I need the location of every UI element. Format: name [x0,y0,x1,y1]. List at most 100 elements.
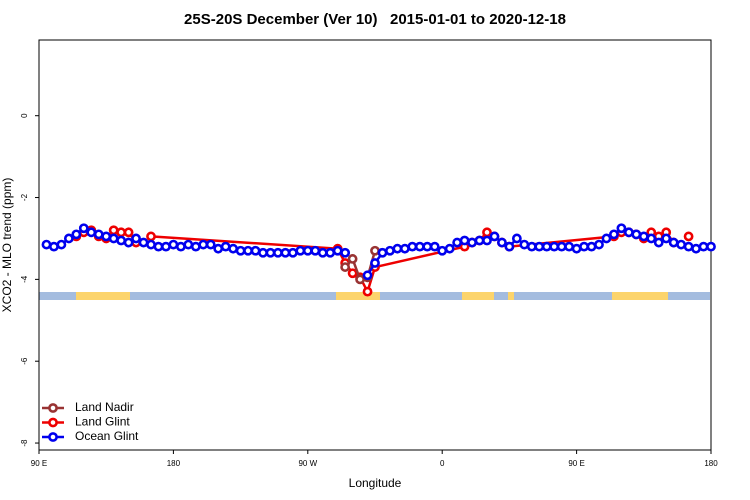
point [511,233,522,244]
point [526,241,537,252]
x-tick-label: 0 [440,459,445,468]
point [631,229,642,240]
point [265,247,276,258]
point [519,239,530,250]
point [213,243,224,254]
point [467,237,477,248]
point [302,245,313,256]
point [362,286,373,297]
legend-label: Ocean Glint [75,429,139,443]
land-ocean-strip [39,292,710,300]
point [437,245,448,256]
legend-label: Land Glint [75,415,130,429]
point [325,247,336,258]
point [683,241,694,252]
point [280,247,291,258]
land-region [508,292,514,300]
point [273,247,283,258]
point [116,235,127,246]
point [101,231,112,242]
point [444,243,455,254]
point [108,225,119,236]
point [564,241,575,252]
point [556,241,567,252]
point [243,245,253,256]
point [93,229,104,240]
point [183,239,194,250]
point [429,241,440,252]
x-tick-label: 180 [704,459,718,468]
point [71,229,82,240]
point [131,233,141,244]
point [407,241,418,252]
point [623,227,634,238]
x-tick-label: 180 [167,459,181,468]
point [452,237,463,248]
series-line [76,230,688,291]
point [459,235,470,246]
point [609,229,619,240]
y-tick-label: -4 [20,275,29,283]
land-region [612,292,668,300]
point [638,231,649,242]
point [504,241,515,252]
point [146,231,156,242]
legend-marker [48,432,58,442]
point [594,239,604,250]
point [138,237,149,248]
point [392,243,403,254]
x-tick-label: 90 E [568,459,584,468]
chart-title: 25S-20S December (Ver 10) 2015-01-01 to … [184,11,566,28]
point [676,239,687,250]
point [653,237,664,248]
point [41,239,52,250]
point [474,235,485,246]
point [340,247,351,258]
point [78,223,89,234]
point [347,254,358,264]
point [175,241,186,252]
point [370,245,380,256]
point [332,245,343,256]
point [414,241,425,252]
point [549,241,560,252]
point [706,241,716,252]
point [691,243,701,254]
point [317,247,328,258]
y-tick-label: -2 [20,193,29,201]
point [190,241,201,252]
x-axis-label: Longitude [349,476,402,490]
point [123,237,134,248]
x-tick-label: 90 E [31,459,47,468]
point [63,233,74,244]
land-region [76,292,130,300]
legend-marker [48,403,58,413]
point [228,243,239,254]
point [601,233,612,244]
point [205,239,216,250]
point [646,233,657,244]
point [579,241,589,252]
point [698,241,709,252]
point [258,247,268,258]
point [489,231,500,242]
point [56,239,67,250]
point [347,268,358,279]
point [534,241,545,252]
point [116,227,127,238]
land-region [462,292,494,300]
point [616,223,627,234]
point [482,235,492,246]
point [370,258,380,268]
legend-marker [48,417,58,428]
point [482,227,492,238]
point [661,233,672,244]
point [161,241,171,252]
point [683,231,694,242]
point [571,243,582,254]
series [41,223,716,281]
point [49,241,59,252]
point [235,245,246,256]
legend-label: Land Nadir [75,400,134,414]
